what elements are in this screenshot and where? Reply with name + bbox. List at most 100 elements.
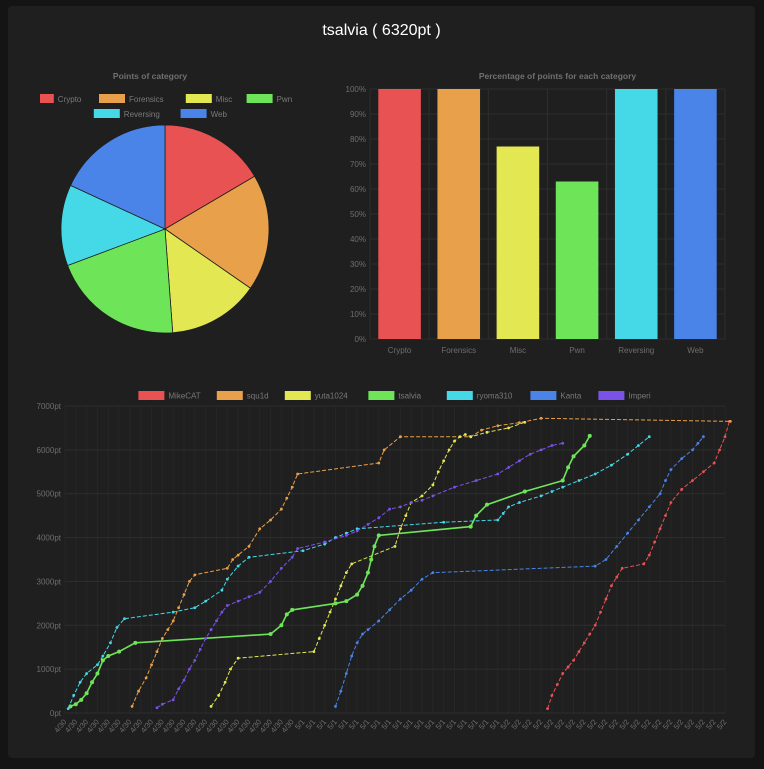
series-point[interactable] [279, 566, 283, 570]
pie-legend-label[interactable]: Pwn [277, 95, 293, 104]
series-point[interactable] [106, 653, 111, 658]
series-point[interactable] [279, 623, 284, 628]
series-point[interactable] [572, 658, 575, 662]
series-point[interactable] [377, 516, 381, 520]
pie-legend-swatch[interactable] [246, 94, 273, 103]
series-point[interactable] [236, 553, 240, 557]
series-point[interactable] [171, 619, 175, 623]
series-point[interactable] [285, 496, 289, 500]
series-point[interactable] [550, 444, 554, 447]
series-point[interactable] [518, 459, 521, 463]
series-point[interactable] [669, 501, 673, 504]
series-point[interactable] [604, 558, 608, 561]
series-point[interactable] [79, 697, 84, 702]
series-point[interactable] [344, 599, 349, 604]
series-point[interactable] [626, 531, 630, 535]
series-point[interactable] [653, 540, 657, 544]
series-point[interactable] [115, 626, 119, 629]
bar-crypto[interactable] [378, 89, 421, 339]
pie-slice-web[interactable] [70, 124, 166, 230]
bar-reversing[interactable] [614, 89, 658, 339]
series-point[interactable] [496, 424, 500, 428]
series-point[interactable] [369, 557, 374, 562]
series-imperi[interactable] [155, 441, 565, 710]
series-point[interactable] [658, 492, 662, 496]
series-point[interactable] [150, 663, 153, 667]
series-point[interactable] [268, 632, 273, 637]
series-point[interactable] [680, 457, 684, 461]
series-point[interactable] [377, 619, 381, 623]
series-point[interactable] [550, 694, 554, 697]
series-point[interactable] [442, 459, 446, 463]
series-point[interactable] [365, 570, 370, 575]
bar-misc[interactable] [496, 146, 540, 340]
series-point[interactable] [593, 564, 597, 568]
series-point[interactable] [647, 505, 651, 509]
series-point[interactable] [680, 487, 684, 491]
line-legend-swatch[interactable] [284, 391, 311, 400]
series-point[interactable] [193, 606, 197, 610]
series-point[interactable] [399, 505, 402, 509]
line-legend-label[interactable]: squ1d [247, 392, 269, 401]
series-point[interactable] [171, 610, 175, 614]
series-point[interactable] [193, 658, 197, 662]
series-point[interactable] [137, 689, 140, 693]
series-point[interactable] [182, 593, 186, 596]
series-point[interactable] [290, 555, 294, 559]
pie-legend-label[interactable]: Reversing [124, 110, 160, 119]
series-point[interactable] [225, 577, 229, 581]
series-point[interactable] [225, 604, 229, 607]
series-point[interactable] [469, 435, 473, 439]
series-point[interactable] [561, 672, 565, 675]
series-point[interactable] [523, 420, 527, 424]
series-point[interactable] [198, 648, 202, 651]
pie-legend-label[interactable]: Web [211, 110, 228, 119]
series-point[interactable] [355, 527, 359, 531]
series-point[interactable] [658, 527, 662, 531]
series-point[interactable] [90, 680, 95, 685]
pie-legend-swatch[interactable] [180, 109, 207, 118]
series-point[interactable] [166, 628, 170, 632]
series-point[interactable] [333, 601, 338, 606]
series-point[interactable] [669, 468, 673, 471]
series-line-ryoma310[interactable] [67, 436, 650, 709]
series-point[interactable] [334, 597, 337, 601]
line-legend-swatch[interactable] [530, 391, 557, 400]
series-squ1d[interactable] [130, 416, 732, 708]
series-point[interactable] [301, 549, 305, 553]
series-point[interactable] [626, 452, 630, 456]
series-point[interactable] [229, 667, 232, 671]
series-point[interactable] [442, 520, 446, 524]
series-point[interactable] [382, 448, 386, 452]
series-point[interactable] [247, 595, 251, 599]
pie-slice-forensics[interactable] [164, 175, 270, 289]
series-point[interactable] [236, 656, 240, 660]
series-point[interactable] [284, 612, 289, 617]
series-point[interactable] [453, 439, 456, 443]
series-ryoma310[interactable] [66, 435, 651, 711]
series-point[interactable] [209, 705, 213, 708]
series-point[interactable] [366, 523, 370, 526]
pie-legend-swatch[interactable] [93, 109, 120, 118]
series-point[interactable] [220, 588, 224, 592]
line-legend-label[interactable]: Kanta [560, 392, 581, 401]
series-point[interactable] [637, 444, 640, 447]
series-point[interactable] [217, 694, 221, 697]
series-point[interactable] [344, 571, 348, 575]
series-point[interactable] [155, 706, 159, 710]
series-point[interactable] [577, 650, 581, 653]
series-point[interactable] [615, 544, 619, 548]
series-point[interactable] [701, 470, 705, 474]
bar-forensics[interactable] [437, 89, 481, 339]
series-point[interactable] [609, 584, 613, 588]
series-point[interactable] [323, 623, 327, 627]
series-point[interactable] [664, 514, 667, 518]
series-point[interactable] [177, 606, 181, 610]
line-legend-label[interactable]: yuta1024 [315, 392, 348, 401]
series-point[interactable] [225, 566, 229, 570]
series-point[interactable] [399, 435, 402, 439]
pie-legend-label[interactable]: Misc [216, 95, 232, 104]
series-point[interactable] [604, 597, 608, 601]
series-point[interactable] [78, 680, 82, 684]
line-legend-swatch[interactable] [138, 391, 165, 400]
